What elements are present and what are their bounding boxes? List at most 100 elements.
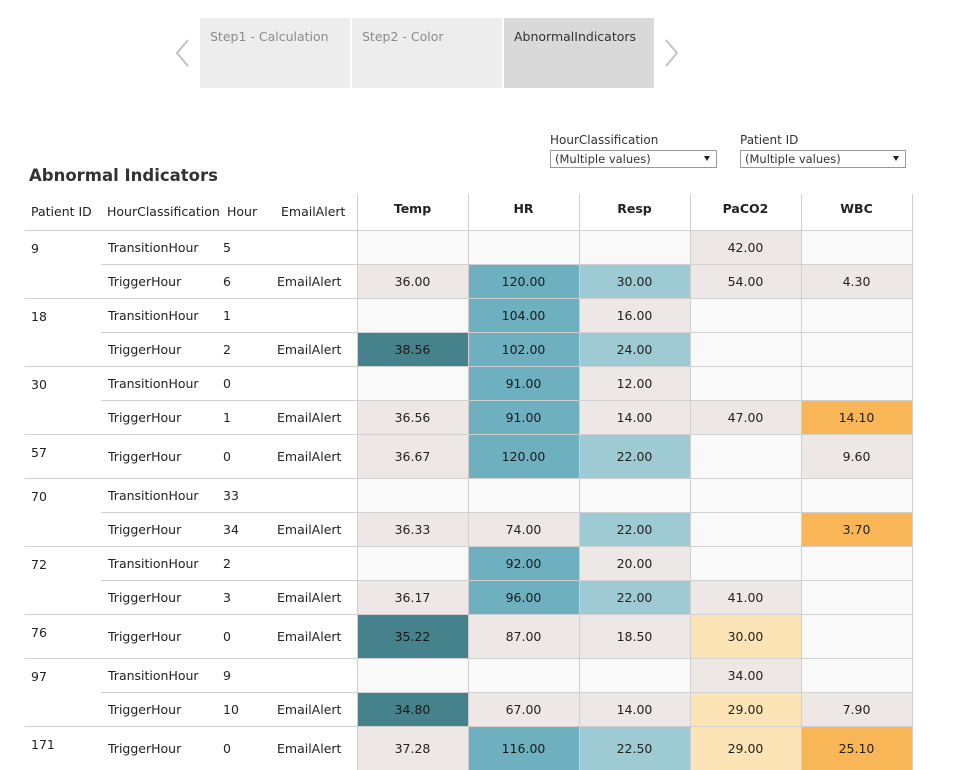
hr-value-cell[interactable]: 67.00 (468, 693, 579, 727)
wbc-value-cell[interactable] (801, 367, 912, 401)
email-alert-cell[interactable]: EmailAlert (275, 265, 357, 299)
patient-id-cell[interactable]: 97 (25, 659, 101, 727)
temp-value-cell[interactable] (357, 231, 468, 265)
hour-classification-cell[interactable]: TriggerHour (101, 513, 221, 547)
hour-classification-cell[interactable]: TriggerHour (101, 581, 221, 615)
resp-value-cell[interactable]: 16.00 (579, 299, 690, 333)
hour-cell[interactable]: 2 (221, 547, 275, 581)
hr-value-cell[interactable]: 116.00 (468, 727, 579, 770)
hour-cell[interactable]: 5 (221, 231, 275, 265)
hour-classification-cell[interactable]: TriggerHour (101, 333, 221, 367)
patient-id-cell[interactable]: 171 (25, 727, 101, 770)
hour-cell[interactable]: 0 (221, 615, 275, 659)
email-alert-cell[interactable] (275, 547, 357, 581)
hour-cell[interactable]: 33 (221, 479, 275, 513)
hour-classification-cell[interactable]: TransitionHour (101, 479, 221, 513)
paco2-value-cell[interactable]: 47.00 (690, 401, 801, 435)
hr-value-cell[interactable]: 91.00 (468, 367, 579, 401)
paco2-value-cell[interactable]: 42.00 (690, 231, 801, 265)
hour-cell[interactable]: 6 (221, 265, 275, 299)
wbc-value-cell[interactable] (801, 659, 912, 693)
email-alert-cell[interactable]: EmailAlert (275, 581, 357, 615)
temp-value-cell[interactable] (357, 659, 468, 693)
column-header-email-alert[interactable]: EmailAlert (275, 194, 357, 231)
temp-value-cell[interactable] (357, 299, 468, 333)
paco2-value-cell[interactable] (690, 435, 801, 479)
wbc-value-cell[interactable]: 25.10 (801, 727, 912, 770)
hr-value-cell[interactable]: 74.00 (468, 513, 579, 547)
temp-value-cell[interactable]: 36.17 (357, 581, 468, 615)
paco2-value-cell[interactable] (690, 367, 801, 401)
wbc-value-cell[interactable] (801, 231, 912, 265)
next-story-point-button[interactable] (662, 38, 682, 68)
email-alert-cell[interactable]: EmailAlert (275, 435, 357, 479)
resp-value-cell[interactable]: 18.50 (579, 615, 690, 659)
wbc-value-cell[interactable]: 4.30 (801, 265, 912, 299)
paco2-value-cell[interactable] (690, 513, 801, 547)
column-header-temp[interactable]: Temp (357, 194, 468, 231)
resp-value-cell[interactable]: 12.00 (579, 367, 690, 401)
wbc-value-cell[interactable] (801, 333, 912, 367)
temp-value-cell[interactable]: 36.67 (357, 435, 468, 479)
resp-value-cell[interactable]: 20.00 (579, 547, 690, 581)
patient-id-cell[interactable]: 30 (25, 367, 101, 435)
patient-id-cell[interactable]: 76 (25, 615, 101, 659)
resp-value-cell[interactable]: 14.00 (579, 693, 690, 727)
story-point-step2[interactable]: Step2 - Color (352, 18, 502, 88)
hour-classification-dropdown[interactable]: (Multiple values) (550, 150, 717, 168)
hour-cell[interactable]: 0 (221, 367, 275, 401)
hour-classification-cell[interactable]: TriggerHour (101, 693, 221, 727)
hour-cell[interactable]: 3 (221, 581, 275, 615)
email-alert-cell[interactable] (275, 659, 357, 693)
hr-value-cell[interactable]: 92.00 (468, 547, 579, 581)
column-header-paco2[interactable]: PaCO2 (690, 194, 801, 231)
temp-value-cell[interactable]: 36.56 (357, 401, 468, 435)
wbc-value-cell[interactable] (801, 479, 912, 513)
hour-classification-cell[interactable]: TriggerHour (101, 727, 221, 770)
hr-value-cell[interactable]: 120.00 (468, 435, 579, 479)
paco2-value-cell[interactable] (690, 547, 801, 581)
patient-id-cell[interactable]: 72 (25, 547, 101, 615)
hour-classification-cell[interactable]: TriggerHour (101, 265, 221, 299)
email-alert-cell[interactable] (275, 231, 357, 265)
hour-classification-cell[interactable]: TransitionHour (101, 547, 221, 581)
hour-classification-cell[interactable]: TriggerHour (101, 615, 221, 659)
paco2-value-cell[interactable] (690, 479, 801, 513)
temp-value-cell[interactable]: 35.22 (357, 615, 468, 659)
patient-id-cell[interactable]: 57 (25, 435, 101, 479)
resp-value-cell[interactable] (579, 479, 690, 513)
paco2-value-cell[interactable]: 34.00 (690, 659, 801, 693)
temp-value-cell[interactable]: 36.33 (357, 513, 468, 547)
hour-classification-cell[interactable]: TriggerHour (101, 435, 221, 479)
resp-value-cell[interactable]: 14.00 (579, 401, 690, 435)
wbc-value-cell[interactable]: 3.70 (801, 513, 912, 547)
email-alert-cell[interactable] (275, 367, 357, 401)
paco2-value-cell[interactable]: 54.00 (690, 265, 801, 299)
column-header-resp[interactable]: Resp (579, 194, 690, 231)
story-point-abnormal-indicators[interactable]: AbnormalIndicators (504, 18, 654, 88)
hour-classification-cell[interactable]: TriggerHour (101, 401, 221, 435)
email-alert-cell[interactable]: EmailAlert (275, 513, 357, 547)
hour-classification-cell[interactable]: TransitionHour (101, 659, 221, 693)
wbc-value-cell[interactable]: 7.90 (801, 693, 912, 727)
hr-value-cell[interactable]: 104.00 (468, 299, 579, 333)
resp-value-cell[interactable]: 30.00 (579, 265, 690, 299)
wbc-value-cell[interactable] (801, 581, 912, 615)
resp-value-cell[interactable]: 22.00 (579, 581, 690, 615)
paco2-value-cell[interactable]: 30.00 (690, 615, 801, 659)
email-alert-cell[interactable]: EmailAlert (275, 727, 357, 770)
temp-value-cell[interactable]: 38.56 (357, 333, 468, 367)
paco2-value-cell[interactable] (690, 333, 801, 367)
hr-value-cell[interactable]: 96.00 (468, 581, 579, 615)
paco2-value-cell[interactable]: 29.00 (690, 693, 801, 727)
wbc-value-cell[interactable] (801, 547, 912, 581)
resp-value-cell[interactable]: 22.00 (579, 513, 690, 547)
hr-value-cell[interactable] (468, 479, 579, 513)
email-alert-cell[interactable]: EmailAlert (275, 333, 357, 367)
hour-classification-cell[interactable]: TransitionHour (101, 299, 221, 333)
hour-cell[interactable]: 1 (221, 401, 275, 435)
resp-value-cell[interactable]: 22.00 (579, 435, 690, 479)
resp-value-cell[interactable] (579, 659, 690, 693)
hr-value-cell[interactable] (468, 659, 579, 693)
hr-value-cell[interactable]: 91.00 (468, 401, 579, 435)
